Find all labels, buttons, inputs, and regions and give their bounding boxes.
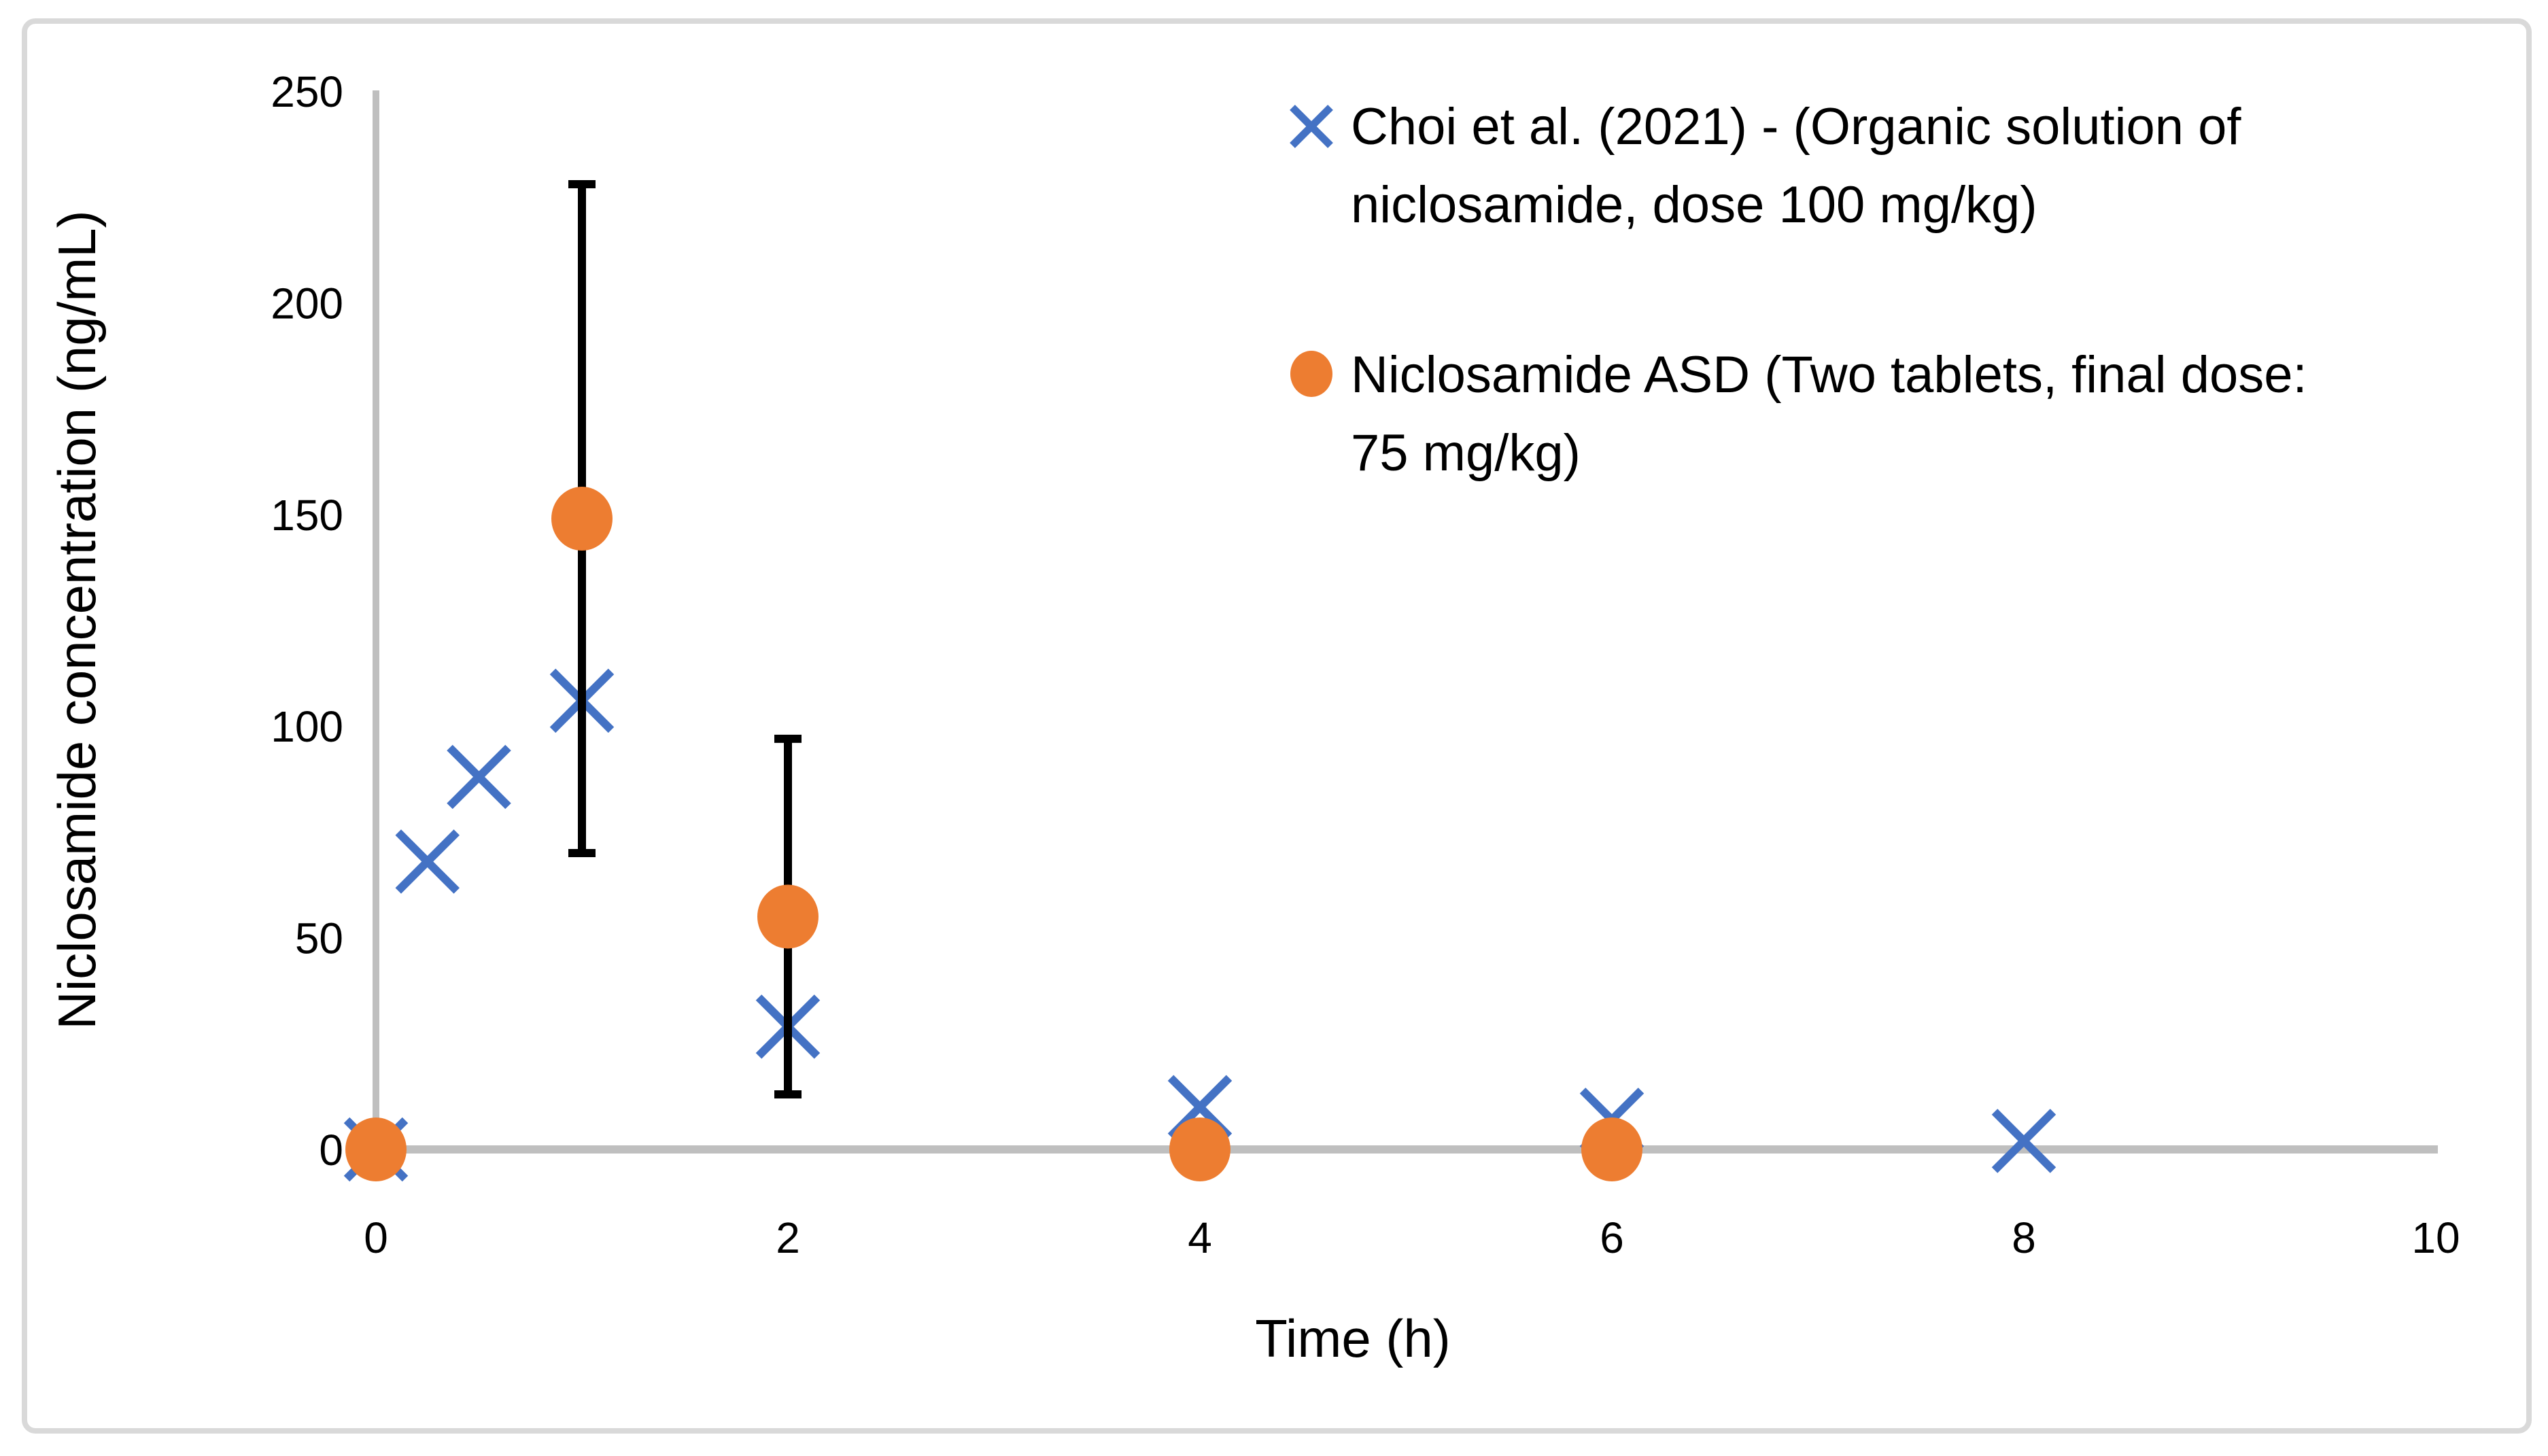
y-tick-label: 0 <box>319 1126 343 1175</box>
chart-border <box>22 18 2532 1434</box>
data-point-circle-marker <box>1581 1117 1642 1181</box>
x-tick-label: 10 <box>2411 1213 2460 1262</box>
series-choi-x-markers <box>343 668 2056 1182</box>
legend-x-marker-icon <box>1290 105 1333 148</box>
y-tick-label: 50 <box>295 914 343 963</box>
data-point-circle-marker <box>757 884 819 949</box>
x-tick-label: 2 <box>776 1213 800 1262</box>
x-axis-tick-labels: 0 2 4 6 8 10 <box>364 1213 2460 1262</box>
data-point-x-marker <box>447 744 511 810</box>
y-axis-tick-labels: 0 50 100 150 200 250 <box>271 67 343 1175</box>
x-tick-label: 8 <box>2012 1213 2036 1262</box>
y-axis-title: Niclosamide concentration (ng/mL) <box>47 210 107 1029</box>
data-point-circle-marker <box>345 1117 407 1181</box>
x-tick-label: 4 <box>1188 1213 1212 1262</box>
y-tick-label: 250 <box>271 67 343 116</box>
legend-circle-marker-icon <box>1290 351 1332 397</box>
y-tick-label: 150 <box>271 491 343 540</box>
y-tick-label: 200 <box>271 279 343 328</box>
legend: Choi et al. (2021) - (Organic solution o… <box>1290 98 2322 482</box>
data-point-x-marker <box>395 829 460 894</box>
asd-error-bars <box>568 180 802 1099</box>
legend-label-asd: Niclosamide ASD (Two tablets, final dose… <box>1351 346 2322 482</box>
data-point-circle-marker <box>551 487 613 551</box>
data-point-x-marker <box>1991 1109 2056 1173</box>
series-asd-circle-markers <box>345 487 1642 1181</box>
y-tick-label: 100 <box>271 702 343 751</box>
legend-label-choi: Choi et al. (2021) - (Organic solution o… <box>1351 98 2256 234</box>
x-tick-label: 6 <box>1600 1213 1624 1262</box>
legend-entry-asd[interactable]: Niclosamide ASD (Two tablets, final dose… <box>1290 346 2322 482</box>
x-tick-label: 0 <box>364 1213 388 1262</box>
x-axis-title: Time (h) <box>1255 1308 1450 1368</box>
legend-entry-choi[interactable]: Choi et al. (2021) - (Organic solution o… <box>1290 98 2256 234</box>
data-point-circle-marker <box>1169 1117 1230 1181</box>
